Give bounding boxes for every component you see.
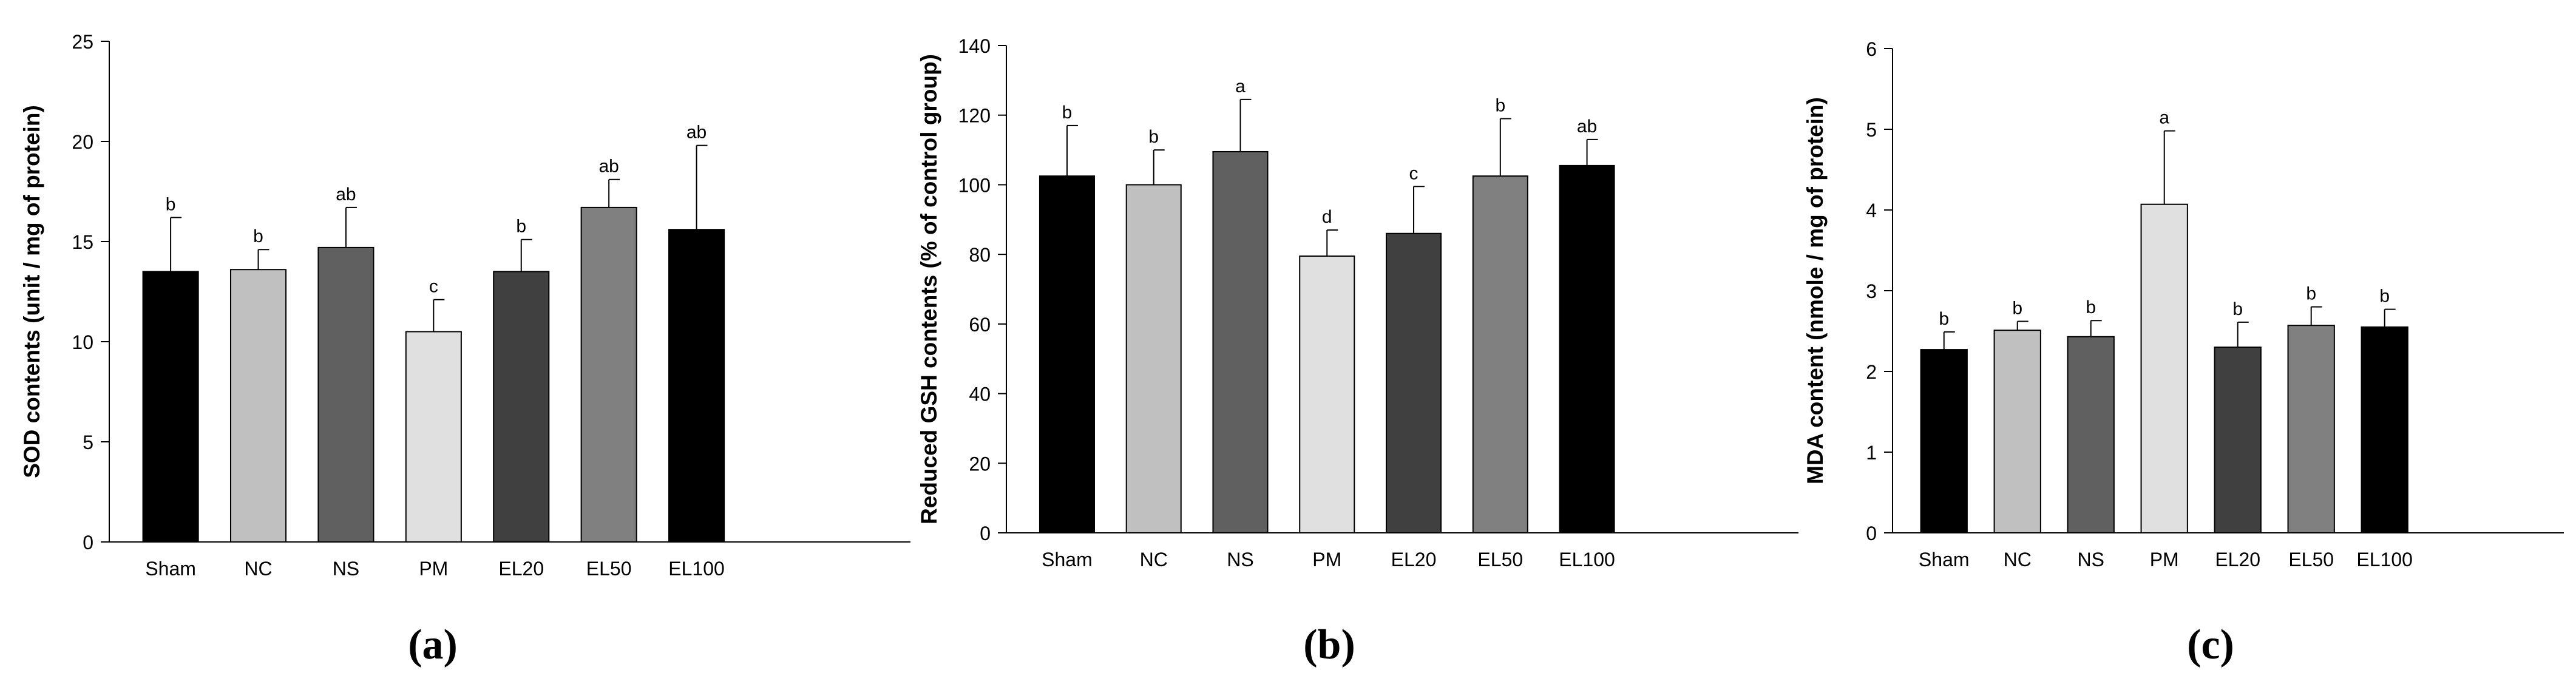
x-tick-label: EL20 [498, 558, 544, 580]
significance-label: b [1495, 95, 1505, 115]
bar-nc [1125, 184, 1182, 533]
bar-el100 [1559, 164, 1615, 533]
significance-label: b [1148, 127, 1159, 147]
significance-label: ab [1577, 117, 1597, 137]
y-tick-label: 100 [958, 174, 991, 196]
chart-panel-2: 0 20 40 60 80 100 120 140 Reduced GSH contents (… [917, 35, 1798, 668]
x-tick-label: NS [1227, 549, 1253, 570]
y-tick-label: 6 [1866, 38, 1877, 60]
significance-label: b [1062, 103, 1073, 123]
bar-sham [142, 271, 199, 543]
y-tick-label: 3 [1866, 280, 1877, 302]
significance-label: ab [336, 184, 356, 205]
bar-el100 [668, 229, 725, 543]
bar-pm [1299, 256, 1355, 533]
significance-label: b [166, 194, 176, 214]
significance-label: a [1235, 76, 1246, 96]
y-axis-title: SOD contents (unit / mg of protein) [19, 105, 44, 478]
x-tick-label: PM [419, 558, 448, 580]
y-tick-label: 15 [72, 231, 93, 253]
x-tick-label: NS [2077, 549, 2104, 570]
significance-label: c [429, 277, 438, 297]
significance-label: c [1409, 163, 1418, 183]
significance-label: b [2232, 299, 2243, 319]
bar-ns [2067, 336, 2115, 533]
significance-label: a [2159, 108, 2169, 128]
significance-label: b [2306, 284, 2316, 304]
y-tick-label: 4 [1866, 200, 1877, 222]
y-tick-label: 60 [969, 314, 991, 336]
significance-label: d [1322, 207, 1332, 227]
x-tick-label: Sham [145, 558, 196, 580]
chart-panel-3: 0 1 2 3 4 5 6 MDA content (nmole / mg of protei… [1803, 38, 2564, 668]
y-tick-label: 5 [1866, 119, 1877, 141]
x-tick-label: NC [1140, 549, 1168, 570]
x-tick-label: EL50 [2288, 549, 2334, 570]
y-tick-label: 1 [1866, 442, 1877, 464]
y-tick-label: 5 [83, 431, 93, 453]
significance-label: ab [686, 123, 707, 143]
y-axis-title: MDA content (nmole / mg of protein) [1803, 97, 1828, 484]
bar-el20 [493, 271, 550, 543]
x-tick-label: Sham [1042, 549, 1093, 570]
significance-label: b [253, 226, 263, 246]
bar-el20 [2214, 347, 2262, 533]
bar-sham [1920, 349, 1968, 534]
bar-el50 [580, 206, 637, 543]
x-tick-label: PM [2150, 549, 2179, 570]
y-tick-label: 25 [72, 31, 93, 53]
y-tick-label: 40 [969, 384, 991, 405]
bar-pm [405, 331, 462, 543]
panel-label: (c) [2187, 621, 2234, 668]
y-tick-label: 120 [958, 105, 991, 127]
x-tick-label: EL50 [586, 558, 632, 580]
significance-label: b [2012, 299, 2022, 319]
y-tick-label: 2 [1866, 361, 1877, 383]
x-tick-label: EL20 [2215, 549, 2260, 570]
x-tick-label: NS [333, 558, 359, 580]
significance-label: b [2379, 286, 2390, 306]
chart-panel-1: 0 5 10 15 20 25 SOD contents (unit / mg of pro… [19, 31, 910, 668]
bar-ns [1212, 151, 1269, 534]
y-tick-label: 10 [72, 331, 93, 353]
bar-nc [1993, 330, 2041, 533]
significance-label: b [2086, 297, 2096, 317]
bar-ns [317, 246, 375, 543]
significance-label: b [1939, 309, 1949, 329]
panel-label: (a) [408, 621, 458, 668]
panel-label: (b) [1303, 621, 1355, 668]
bar-el20 [1386, 232, 1442, 533]
y-tick-label: 20 [969, 453, 991, 475]
x-tick-label: EL100 [668, 558, 725, 580]
bar-sham [1039, 175, 1095, 533]
y-tick-label: 80 [969, 244, 991, 266]
significance-label: b [516, 217, 526, 237]
bar-pm [2140, 203, 2188, 533]
x-tick-label: NC [244, 558, 272, 580]
x-tick-label: EL20 [1391, 549, 1437, 570]
x-tick-label: EL50 [1477, 549, 1523, 570]
x-tick-label: NC [2004, 549, 2032, 570]
bar-el100 [2361, 326, 2408, 533]
y-tick-label: 0 [980, 523, 991, 544]
significance-label: ab [598, 157, 619, 177]
x-tick-label: Sham [1919, 549, 1970, 570]
bar-el50 [1472, 175, 1528, 533]
y-tick-label: 140 [958, 35, 991, 57]
y-tick-label: 0 [83, 532, 93, 553]
x-tick-label: EL100 [2356, 549, 2413, 570]
y-axis-title: Reduced GSH contents (% of control group… [917, 54, 941, 524]
x-tick-label: PM [1312, 549, 1341, 570]
bar-nc [229, 269, 287, 543]
x-tick-label: EL100 [1559, 549, 1615, 570]
y-tick-label: 0 [1866, 523, 1877, 544]
y-tick-label: 20 [72, 131, 93, 153]
bar-el50 [2287, 325, 2335, 533]
